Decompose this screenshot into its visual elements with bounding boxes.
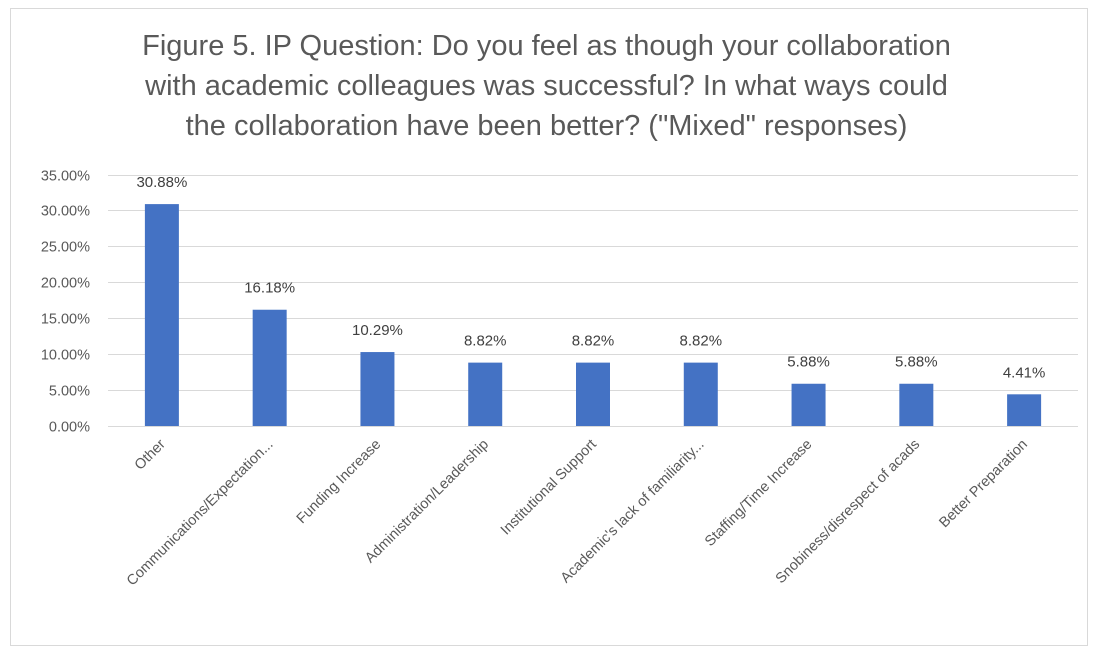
chart-title: Figure 5. IP Question: Do you feel as th… bbox=[142, 30, 951, 142]
x-category-label: Staffing/Time Increase bbox=[702, 437, 815, 550]
data-label: 10.29% bbox=[352, 322, 403, 339]
y-tick-label: 10.00% bbox=[41, 348, 90, 364]
y-tick-label: 5.00% bbox=[49, 384, 90, 400]
bar bbox=[683, 362, 718, 426]
data-label: 30.88% bbox=[136, 174, 187, 191]
x-category-label: Better Preparation bbox=[936, 437, 1031, 532]
data-label: 4.41% bbox=[1003, 364, 1046, 381]
data-label: 5.88% bbox=[895, 354, 938, 371]
data-label: 8.82% bbox=[572, 333, 615, 350]
bar bbox=[468, 362, 503, 426]
y-tick-label: 35.00% bbox=[41, 169, 90, 185]
x-category-label: Funding Increase bbox=[294, 437, 385, 528]
data-label: 5.88% bbox=[787, 354, 830, 371]
chart-frame bbox=[10, 8, 1088, 646]
x-category-label: Administration/Leadership bbox=[362, 437, 492, 567]
x-category-label: Other bbox=[132, 436, 169, 473]
bar bbox=[791, 383, 826, 426]
bar bbox=[1007, 394, 1042, 426]
bar bbox=[576, 362, 610, 426]
bar bbox=[360, 352, 395, 426]
y-tick-label: 25.00% bbox=[41, 240, 90, 256]
x-category-label: Institutional Support bbox=[498, 437, 600, 539]
data-labels: 30.88% 16.18% 10.29% 8.82% 8.82% 8.82% 5.88% 5.… bbox=[136, 174, 1045, 381]
bars bbox=[144, 204, 1042, 426]
data-label: 8.82% bbox=[464, 333, 507, 350]
y-axis-tick-labels: 0.00% 5.00% 10.00% 15.00% 20.00% 25.00% 30.00%… bbox=[41, 169, 90, 436]
bar bbox=[899, 383, 934, 426]
bar bbox=[144, 204, 179, 426]
y-tick-label: 20.00% bbox=[41, 276, 90, 292]
y-tick-label: 30.00% bbox=[41, 204, 90, 220]
data-label: 16.18% bbox=[244, 280, 295, 297]
bar bbox=[252, 309, 287, 426]
data-label: 8.82% bbox=[680, 333, 723, 350]
y-tick-label: 0.00% bbox=[49, 420, 90, 436]
y-tick-label: 15.00% bbox=[41, 312, 90, 328]
